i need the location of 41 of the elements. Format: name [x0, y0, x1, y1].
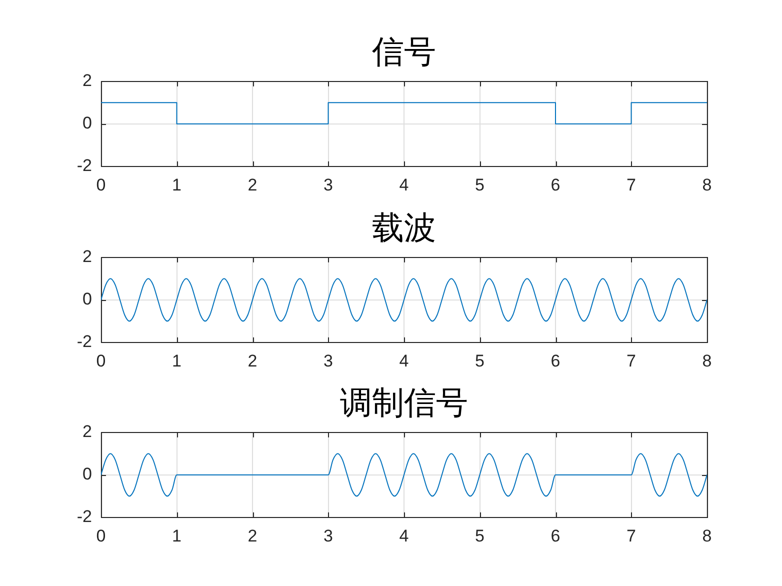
x-tick-label: 4 — [399, 351, 409, 370]
chart-title: 载波 — [372, 210, 436, 246]
x-tick-label: 2 — [248, 175, 258, 194]
x-tick-label: 0 — [96, 351, 106, 370]
x-tick-label: 3 — [324, 526, 333, 546]
x-tick-label: 6 — [550, 351, 560, 370]
x-tick-label: 3 — [324, 175, 333, 194]
x-tick-label: 8 — [702, 351, 712, 370]
x-tick-label: 0 — [96, 526, 106, 546]
x-tick-label: 4 — [399, 526, 409, 546]
line-series — [101, 278, 707, 322]
x-tick-label: 1 — [172, 351, 182, 370]
y-tick-label: -2 — [76, 332, 92, 352]
y-tick-label: -2 — [76, 507, 92, 526]
x-tick-label: 2 — [248, 526, 258, 546]
chart-title: 调制信号 — [340, 384, 468, 421]
x-tick-label: 7 — [626, 351, 636, 370]
y-tick-label: 2 — [82, 71, 92, 90]
x-tick-label: 3 — [324, 351, 333, 370]
x-tick-label: 7 — [626, 526, 636, 546]
y-tick-label: 2 — [82, 247, 92, 266]
x-tick-label: 1 — [172, 526, 182, 546]
x-tick-label: 1 — [172, 175, 182, 194]
x-tick-label: 5 — [475, 175, 484, 194]
y-tick-label: 0 — [82, 464, 92, 484]
x-tick-label: 5 — [475, 526, 484, 546]
x-tick-label: 2 — [248, 351, 258, 370]
chart-title: 信号 — [372, 34, 436, 70]
y-tick-label: -2 — [76, 156, 92, 176]
x-tick-label: 6 — [550, 175, 560, 194]
x-tick-label: 8 — [702, 526, 712, 546]
x-tick-label: 6 — [550, 526, 560, 546]
x-tick-label: 4 — [399, 175, 409, 194]
line-series — [101, 453, 707, 497]
y-tick-label: 2 — [82, 422, 92, 442]
x-tick-label: 8 — [702, 175, 712, 194]
x-tick-label: 0 — [96, 175, 106, 194]
x-tick-label: 5 — [475, 351, 484, 370]
y-tick-label: 0 — [82, 114, 92, 133]
x-tick-label: 7 — [626, 175, 636, 194]
y-tick-label: 0 — [82, 290, 92, 309]
